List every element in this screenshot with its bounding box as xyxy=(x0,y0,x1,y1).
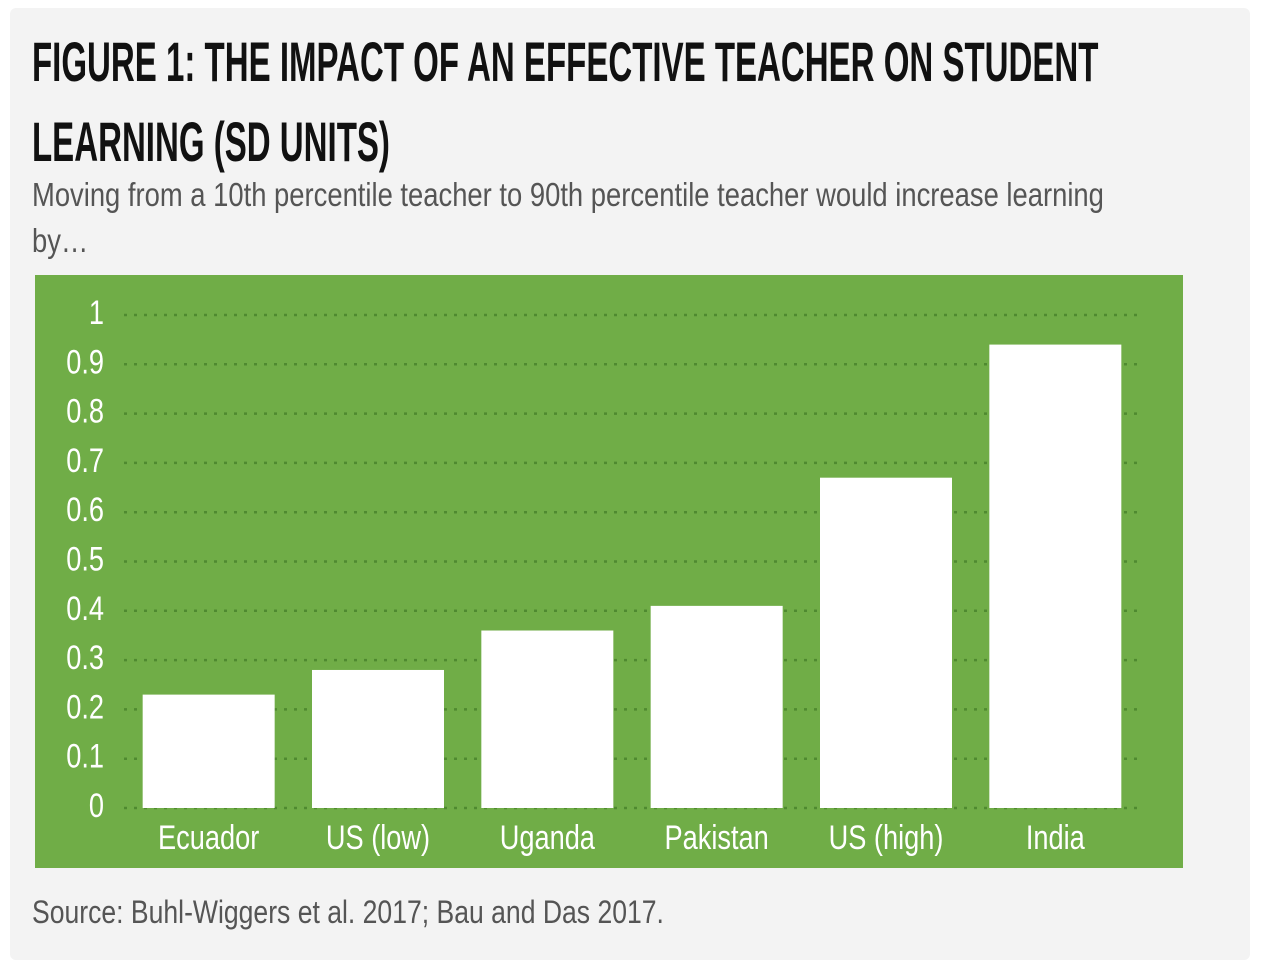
chart-title: FIGURE 1: THE IMPACT OF AN EFFECTIVE TEA… xyxy=(32,30,1099,173)
y-tick-label: 0.5 xyxy=(66,540,104,579)
chart-subtitle: Moving from a 10th percentile teacher to… xyxy=(32,176,1104,259)
source-note: Source: Buhl-Wiggers et al. 2017; Bau an… xyxy=(32,894,664,930)
x-tick-label: Ecuador xyxy=(158,818,259,857)
x-tick-label: Pakistan xyxy=(665,818,769,857)
y-tick-label: 0.9 xyxy=(66,342,104,381)
y-tick-label: 0.7 xyxy=(66,441,104,480)
bar xyxy=(650,605,783,808)
y-tick-label: 0 xyxy=(89,786,104,825)
y-tick-label: 0.3 xyxy=(66,638,104,677)
y-tick-label: 0.2 xyxy=(66,687,104,726)
y-tick-label: 0.6 xyxy=(66,490,104,529)
x-tick-label: US (low) xyxy=(326,818,430,857)
y-tick-label: 1 xyxy=(89,293,104,332)
bar xyxy=(481,630,614,808)
x-tick-label: India xyxy=(1026,818,1086,857)
y-tick-label: 0.8 xyxy=(66,392,104,431)
bar xyxy=(989,344,1122,808)
bar xyxy=(820,477,952,808)
y-tick-label: 0.1 xyxy=(66,737,104,776)
x-tick-label: US (high) xyxy=(829,818,944,857)
bar xyxy=(142,694,275,808)
x-tick-label: Uganda xyxy=(500,818,596,857)
bar xyxy=(312,669,444,808)
y-tick-label: 0.4 xyxy=(66,589,104,628)
